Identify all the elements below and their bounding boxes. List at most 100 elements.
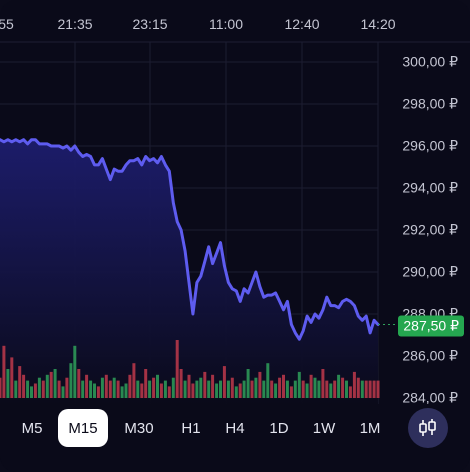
volume-bar [250,380,254,398]
volume-bar [10,357,14,398]
volume-bar [108,380,112,398]
volume-bar [372,380,376,398]
volume-bar [270,380,274,398]
volume-bar [333,380,337,398]
volume-bar [258,371,262,398]
volume-bar [215,383,219,398]
price-tick: 292,00 ₽ [402,221,458,238]
volume-bar [222,366,226,398]
volume-bar [93,383,96,398]
volume-bar [18,366,22,398]
timeframe-toolbar: M5 M15 M30 H1 H4 1D 1W 1M [0,404,470,472]
volume-bar [144,369,148,398]
volume-bar [203,371,207,398]
volume-bar [77,369,81,398]
volume-bar [187,374,191,398]
chart-type-button[interactable] [408,408,448,448]
current-price-badge: 287,50 ₽ [398,315,464,337]
timeframe-1d-button[interactable]: 1D [258,409,300,447]
volume-bar [100,377,104,398]
volume-bar [325,380,329,398]
volume-bar [352,371,356,398]
timeframe-1m-button[interactable]: 1M [349,409,391,447]
volume-bar [207,380,211,398]
volume-bar [195,380,199,398]
volume-bar [57,380,61,398]
timeframe-h1-button[interactable]: H1 [170,409,212,447]
timeframe-m30-button[interactable]: M30 [114,409,164,447]
volume-bar [274,383,278,398]
timeframe-h4-button[interactable]: H4 [214,409,256,447]
volume-bar [183,380,187,398]
volume-bar [140,383,144,398]
volume-bar [321,369,325,398]
volume-bar [53,369,57,398]
price-tick: 294,00 ₽ [402,179,458,196]
volume-bar [89,380,93,398]
volume-bar [293,380,297,398]
volume-bar [96,386,100,398]
volume-bar [2,345,6,398]
timeframe-1w-button[interactable]: 1W [303,409,345,447]
time-tick: 55 [0,16,14,32]
volume-bar [81,380,85,398]
volume-bar [136,380,140,398]
volume-bar [289,386,293,398]
volume-bar [116,380,120,398]
volume-bar [61,386,65,398]
volume-bar [22,374,26,398]
volume-bar [242,380,246,398]
volume-bar [85,374,89,398]
price-tick: 298,00 ₽ [402,95,458,112]
time-tick: 12:40 [284,16,320,32]
volume-bar [152,377,156,398]
volume-bar [124,383,128,398]
volume-bar [156,374,159,398]
volume-bar [45,374,49,398]
volume-bar [175,340,179,398]
volume-bar [234,386,238,398]
volume-bar [345,380,348,398]
volume-bar [167,386,171,398]
candlestick-icon [419,419,436,436]
volume-bar [163,380,167,398]
time-axis: 55 21:35 23:15 11:00 12:40 14:20 [0,0,470,44]
volume-bar [356,377,360,398]
volume-bar [364,380,368,398]
volume-bar [301,380,305,398]
timeframe-m5-button[interactable]: M5 [10,409,54,447]
time-tick: 11:00 [209,16,243,32]
time-tick: 21:35 [57,16,93,32]
volume-bar [37,377,41,398]
price-chart[interactable] [0,0,470,404]
volume-bar [337,374,341,398]
volume-bar [0,377,2,398]
volume-bar [120,386,124,398]
volume-bar [211,374,215,398]
price-tick: 300,00 ₽ [402,53,458,70]
price-line [0,138,380,341]
timeframe-m15-button[interactable]: M15 [58,409,108,447]
volume-bar [191,383,195,398]
volume-bar [262,380,266,398]
volume-bar [317,380,321,398]
volume-bar [266,363,270,398]
volume-bar [368,380,372,398]
volume-bar [246,369,250,398]
price-tick: 290,00 ₽ [402,263,458,280]
volume-bar [329,383,333,398]
volume-bar [348,386,352,398]
volume-bar [73,345,77,398]
volume-bar [49,371,53,398]
volume-bar [148,380,152,398]
volume-bar [226,380,230,398]
volume-bar [179,369,183,398]
volume-bar [285,380,289,398]
volume-bar [305,383,309,398]
volume-bar [112,377,116,398]
volume-bar [238,383,242,398]
volume-bar [33,383,37,398]
volume-bar [219,380,222,398]
volume-bar [128,374,132,398]
volume-bar [199,377,203,398]
